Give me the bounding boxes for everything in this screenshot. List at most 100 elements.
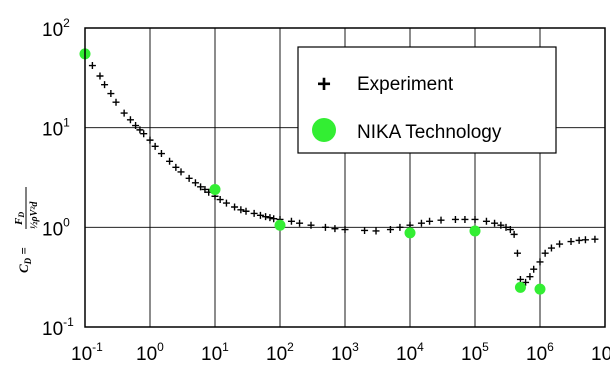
experiment-point xyxy=(231,203,239,211)
experiment-point xyxy=(107,90,115,98)
experiment-point xyxy=(262,213,270,221)
legend-item-experiment: + Experiment xyxy=(317,71,454,98)
experiment-point xyxy=(140,130,148,138)
svg-text:CD =: CD = xyxy=(16,247,33,273)
x-tick-label: 10-1 xyxy=(71,340,103,365)
experiment-point xyxy=(151,142,159,150)
x-tick-label: 102 xyxy=(266,340,294,365)
nika-point xyxy=(274,219,286,231)
experiment-point xyxy=(341,226,349,234)
experiment-point xyxy=(146,136,154,144)
x-tick-label: 101 xyxy=(201,340,229,365)
experiment-point xyxy=(321,223,329,231)
legend-box xyxy=(297,46,557,154)
experiment-point xyxy=(567,238,575,246)
experiment-point xyxy=(136,126,144,134)
x-tick-label: 105 xyxy=(461,340,489,365)
experiment-point xyxy=(197,183,205,191)
x-tick-label: 106 xyxy=(526,340,554,365)
legend-green-circle-icon xyxy=(312,118,336,142)
y-tick-label: 10-1 xyxy=(42,315,74,340)
experiment-point xyxy=(256,211,264,219)
experiment-point xyxy=(266,214,274,222)
ylabel-denominator: ½ρV²d xyxy=(29,201,40,229)
experiment-point xyxy=(513,249,521,257)
svg-text:FD: FD xyxy=(13,212,26,226)
y-tick-label: 101 xyxy=(42,116,70,141)
x-tick-label: 104 xyxy=(396,340,424,365)
experiment-point xyxy=(191,179,199,187)
experiment-point xyxy=(541,249,549,257)
x-axis-tick-labels: 10-1 100 101 102 103 104 105 106 107 xyxy=(71,340,610,365)
experiment-point xyxy=(126,116,134,124)
experiment-point xyxy=(451,215,459,223)
y-axis-label: CD = FD ½ρV²d xyxy=(13,187,40,273)
experiment-point xyxy=(201,185,209,193)
experiment-point xyxy=(530,265,538,273)
experiment-point xyxy=(591,235,599,243)
ylabel-numerator: F xyxy=(13,217,25,226)
experiment-point xyxy=(426,217,434,225)
x-tick-label: 103 xyxy=(331,340,359,365)
experiment-point xyxy=(185,174,193,182)
experiment-point xyxy=(471,215,479,223)
experiment-point xyxy=(172,163,180,171)
ylabel-lhs: C xyxy=(16,264,31,273)
nika-point xyxy=(469,225,481,237)
experiment-point xyxy=(242,207,250,215)
experiment-point xyxy=(510,230,518,238)
experiment-point xyxy=(216,196,224,204)
experiment-point xyxy=(96,72,104,80)
ylabel-numerator-sub: D xyxy=(17,212,26,219)
experiment-point xyxy=(506,226,514,234)
legend-label-nika: NIKA Technology xyxy=(357,122,502,143)
experiment-point xyxy=(502,223,510,231)
experiment-point xyxy=(482,217,490,225)
nika-point xyxy=(404,227,416,239)
experiment-point xyxy=(250,209,258,217)
legend-item-nika: NIKA Technology xyxy=(312,118,502,143)
nika-point xyxy=(514,281,526,293)
experiment-point xyxy=(386,226,394,234)
experiment-point xyxy=(88,62,96,70)
experiment-point xyxy=(372,227,380,235)
experiment-point xyxy=(287,217,295,225)
experiment-point xyxy=(222,199,230,207)
experiment-series xyxy=(81,50,599,286)
experiment-point xyxy=(307,221,315,229)
experiment-point xyxy=(177,168,185,176)
legend-plus-icon: + xyxy=(317,71,331,98)
experiment-point xyxy=(361,226,369,234)
ylabel-lhs-sub: D xyxy=(23,257,33,265)
experiment-point xyxy=(461,215,469,223)
experiment-point xyxy=(270,215,278,223)
experiment-point xyxy=(581,236,589,244)
legend: + Experiment NIKA Technology xyxy=(297,46,557,154)
experiment-point xyxy=(101,81,109,89)
experiment-point xyxy=(396,223,404,231)
experiment-point xyxy=(526,273,534,281)
y-tick-label: 102 xyxy=(42,16,70,41)
experiment-point xyxy=(437,216,445,224)
experiment-point xyxy=(120,109,128,117)
experiment-point xyxy=(132,122,140,130)
nika-point xyxy=(209,183,221,195)
plot-frame xyxy=(84,27,606,328)
experiment-point xyxy=(417,219,425,227)
experiment-point xyxy=(296,219,304,227)
x-tick-label: 100 xyxy=(136,340,164,365)
experiment-point xyxy=(497,221,505,229)
experiment-point xyxy=(516,275,524,283)
y-axis-tick-labels: 102 101 100 10-1 xyxy=(42,16,74,340)
experiment-point xyxy=(575,236,583,244)
experiment-point xyxy=(157,150,165,158)
experiment-point xyxy=(112,98,120,106)
x-tick-label: 107 xyxy=(591,340,610,365)
experiment-point xyxy=(556,240,564,248)
nika-point xyxy=(534,283,546,295)
experiment-point xyxy=(331,225,339,233)
y-tick-label: 100 xyxy=(42,215,70,240)
experiment-point xyxy=(491,219,499,227)
experiment-point xyxy=(536,258,544,266)
